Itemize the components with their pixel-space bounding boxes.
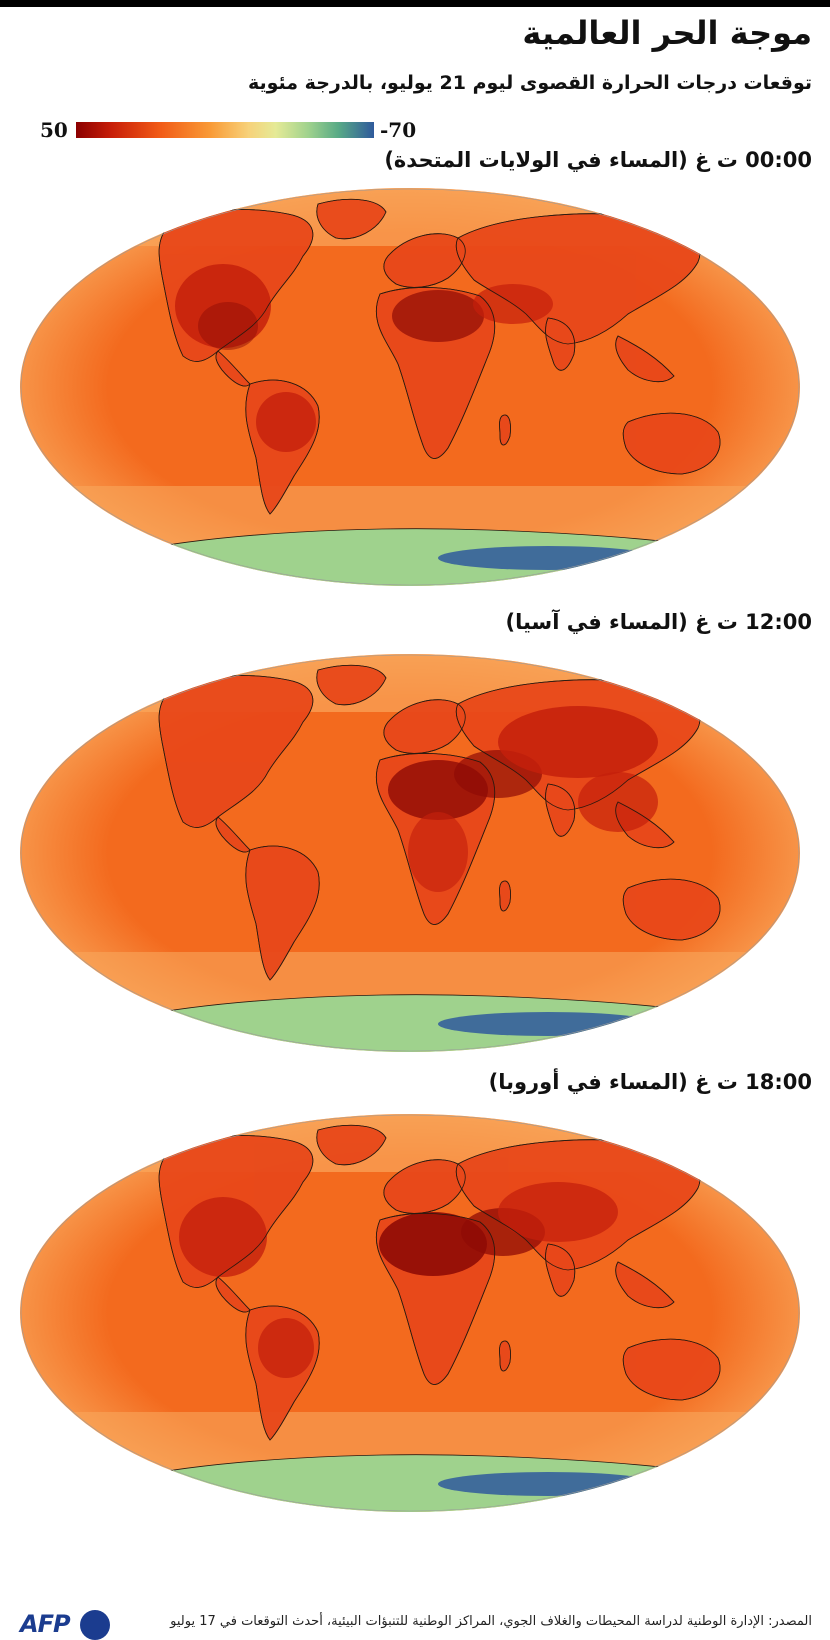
antarctica-cold-core (438, 546, 658, 570)
outline-greenland (316, 1125, 387, 1166)
map-frame (20, 188, 800, 586)
hot-area-2 (498, 706, 658, 778)
outline-southeast-asia (615, 1261, 675, 1309)
hot-area-4 (408, 812, 468, 892)
panel-label-us: 00:00 ت غ (المساء في الولايات المتحدة) (384, 148, 812, 172)
outline-europe (383, 699, 466, 754)
antarctica-cold-core (438, 1472, 658, 1496)
top-bar (0, 0, 830, 7)
outline-south-america (245, 379, 320, 515)
antarctica (20, 1454, 800, 1512)
hot-area-0 (379, 1212, 487, 1276)
footer: AFP المصدر: الإدارة الوطنية لدراسة المحي… (0, 1610, 830, 1640)
outline-south-america (245, 1305, 320, 1441)
map-frame (20, 1114, 800, 1512)
outline-greenland (316, 665, 387, 706)
outline-australia (622, 878, 721, 941)
outline-africa (375, 753, 496, 925)
world-map-europe (20, 1114, 800, 1512)
color-scale: 50 -70 (40, 118, 420, 142)
outline-north-america (158, 675, 314, 828)
map-panel-asia (18, 652, 802, 1054)
hot-area-4 (498, 1182, 618, 1242)
scale-min-label: -70 (380, 118, 417, 142)
outline-india (545, 1243, 576, 1297)
antarctica-cold-core (438, 1012, 658, 1036)
world-map-us (20, 188, 800, 586)
outline-india (545, 783, 576, 837)
map-panel-us (18, 186, 802, 588)
outline-australia (622, 1338, 721, 1401)
antarctica (20, 528, 800, 586)
hot-area-3 (392, 290, 484, 342)
outline-australia (622, 412, 721, 475)
outline-madagascar (499, 414, 511, 446)
outline-north-america (158, 209, 314, 362)
outline-central-america (215, 1276, 251, 1313)
outline-madagascar (499, 880, 511, 912)
outline-india (545, 317, 576, 371)
hot-area-1 (198, 302, 258, 350)
panel-label-asia: 12:00 ت غ (المساء في آسيا) (505, 610, 812, 634)
outline-europe (383, 1159, 466, 1214)
source-note: المصدر: الإدارة الوطنية لدراسة المحيطات … (170, 1614, 812, 1629)
scale-max-label: 50 (40, 118, 68, 142)
north-cool-band (20, 1114, 800, 1172)
afp-logo: AFP (20, 1610, 114, 1640)
outline-central-america (215, 816, 251, 853)
infographic-subtitle: توقعات درجات الحرارة القصوى ليوم 21 يولي… (247, 72, 812, 94)
outline-south-america (245, 845, 320, 981)
outline-southeast-asia (615, 335, 675, 383)
outline-central-america (215, 350, 251, 387)
afp-logo-text: AFP (20, 1610, 71, 1638)
antarctica (20, 994, 800, 1052)
map-frame (20, 654, 800, 1052)
map-panel-europe (18, 1112, 802, 1514)
panel-label-europe: 18:00 ت غ (المساء في أوروبا) (488, 1070, 812, 1094)
outline-madagascar (499, 1340, 511, 1372)
north-cool-band (20, 654, 800, 712)
hot-area-2 (256, 392, 316, 452)
hot-area-2 (179, 1197, 267, 1277)
afp-logo-dot (80, 1610, 110, 1640)
outline-southeast-asia (615, 801, 675, 849)
outline-europe (383, 233, 466, 288)
outline-africa (375, 1213, 496, 1385)
hot-area-3 (258, 1318, 314, 1378)
scale-gradient-bar (76, 122, 374, 138)
outline-africa (375, 287, 496, 459)
outline-north-america (158, 1135, 314, 1288)
world-map-asia (20, 654, 800, 1052)
outline-greenland (316, 199, 387, 240)
infographic-title: موجة الحر العالمية (522, 14, 812, 52)
north-cool-band (20, 188, 800, 246)
